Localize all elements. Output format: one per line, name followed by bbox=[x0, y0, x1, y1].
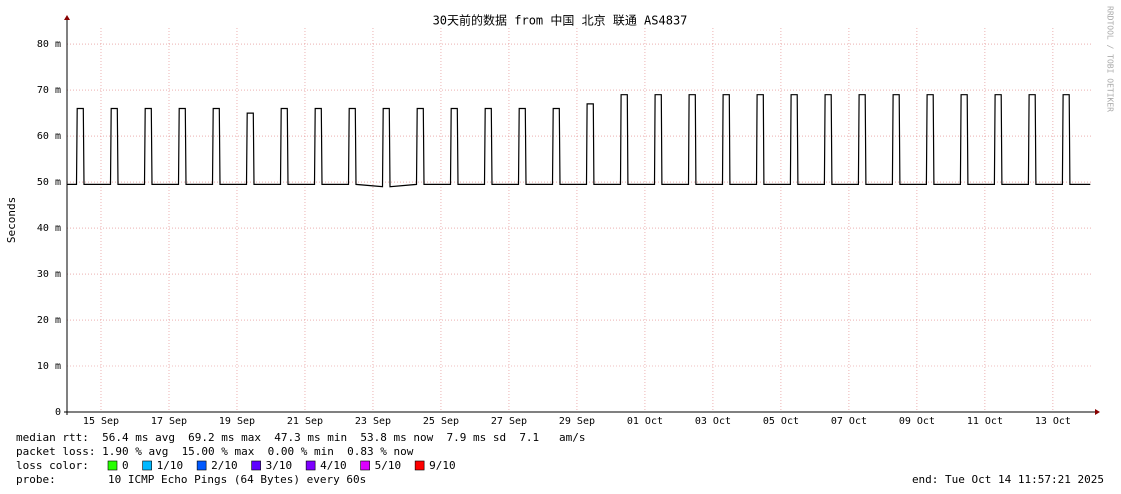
x-tick-label: 19 Sep bbox=[219, 416, 255, 427]
x-tick-label: 15 Sep bbox=[83, 416, 119, 427]
median-rtt: median rtt: 56.4 ms avg 69.2 ms max 47.3… bbox=[16, 431, 586, 444]
x-tick-label: 29 Sep bbox=[559, 416, 595, 427]
y-tick-label: 20 m bbox=[37, 315, 61, 326]
y-axis-label: Seconds bbox=[5, 197, 18, 243]
y-tick-label: 40 m bbox=[37, 223, 61, 234]
median-line bbox=[67, 94, 1091, 188]
x-tick-label: 01 Oct bbox=[627, 416, 663, 427]
x-tick-label: 05 Oct bbox=[763, 416, 799, 427]
legend-label: 3/10 bbox=[266, 459, 293, 472]
legend-swatch bbox=[305, 460, 316, 471]
x-tick-label: 11 Oct bbox=[967, 416, 1003, 427]
y-tick-label: 0 bbox=[55, 407, 61, 418]
probe-label: probe: bbox=[16, 473, 56, 486]
x-tick-label: 25 Sep bbox=[423, 416, 459, 427]
legend-label: 4/10 bbox=[320, 459, 347, 472]
x-tick-label: 17 Sep bbox=[151, 416, 187, 427]
y-tick-label: 80 m bbox=[37, 39, 61, 50]
legend-swatch bbox=[142, 460, 152, 471]
legend-label: 9/10 bbox=[429, 459, 456, 472]
legend-label: 0 bbox=[122, 459, 129, 472]
x-tick-label: 23 Sep bbox=[355, 416, 391, 427]
legend-label: 5/10 bbox=[375, 459, 402, 472]
y-tick-label: 30 m bbox=[37, 269, 61, 280]
x-tick-label: 07 Oct bbox=[831, 416, 867, 427]
loss-color-label: loss color: bbox=[16, 459, 89, 472]
legend-swatch bbox=[107, 460, 118, 471]
x-tick-label: 13 Oct bbox=[1035, 416, 1071, 427]
end-time: end: Tue Oct 14 11:57:21 2025 bbox=[912, 473, 1104, 486]
x-tick-label: 21 Sep bbox=[287, 416, 323, 427]
packet-loss: packet loss: 1.90 % avg 15.00 % max 0.00… bbox=[16, 445, 414, 458]
axis-arrow bbox=[1095, 409, 1100, 415]
y-tick-label: 70 m bbox=[37, 85, 61, 96]
y-tick-label: 50 m bbox=[37, 177, 61, 188]
x-tick-label: 27 Sep bbox=[491, 416, 527, 427]
legend-swatch bbox=[414, 460, 425, 471]
axis-arrow bbox=[64, 15, 70, 20]
y-tick-label: 10 m bbox=[37, 361, 61, 372]
chart-title: 30天前的数据 from 中国 北京 联通 AS4837 bbox=[433, 13, 688, 28]
x-tick-label: 09 Oct bbox=[899, 416, 935, 427]
probe: 10 ICMP Echo Pings (64 Bytes) every 60s bbox=[108, 473, 366, 486]
legend-label: 1/10 bbox=[157, 459, 184, 472]
x-tick-label: 03 Oct bbox=[695, 416, 731, 427]
legend-swatch bbox=[196, 460, 207, 471]
legend-swatch bbox=[360, 460, 370, 471]
legend-swatch bbox=[251, 460, 261, 471]
legend-label: 2/10 bbox=[211, 459, 238, 472]
y-tick-label: 60 m bbox=[37, 131, 61, 142]
side-label: RRDTOOL / TOBI OETIKER bbox=[1106, 6, 1115, 112]
